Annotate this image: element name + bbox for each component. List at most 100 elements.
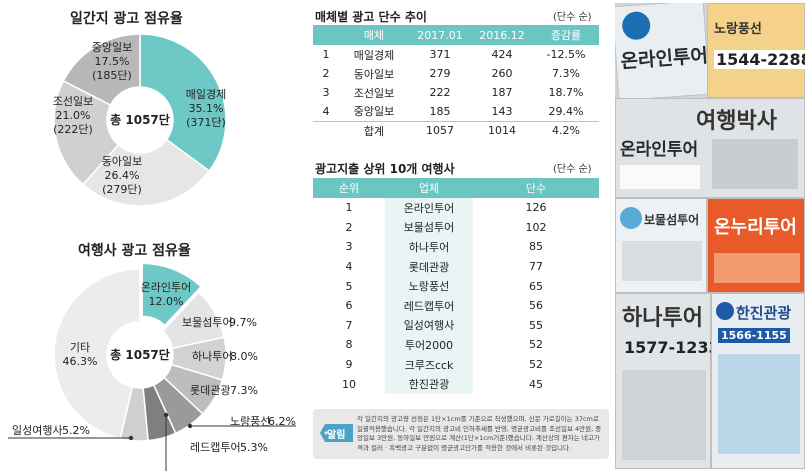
donut2-label-name: 하나투어 (192, 349, 232, 363)
clipping: 한진관광 1566-1155 (711, 293, 805, 469)
donut1-center-label: 총 1057단 (110, 112, 170, 127)
cell: 9 (345, 358, 353, 372)
cell: 7.3% (552, 67, 580, 80)
donut2-label-name: 롯데관광 (190, 384, 230, 397)
cell: 4 (322, 104, 330, 118)
donut2-label-name: 일성여행사 (12, 423, 63, 437)
cell: 2 (322, 67, 330, 80)
clip-text: 노랑풍선 (714, 22, 762, 37)
agency-name-cell: 레드캡투어 (385, 295, 473, 316)
donut2-hole (107, 322, 173, 388)
cell: 260 (491, 67, 513, 80)
cell: 279 (429, 67, 451, 80)
donut1-label-name: 조선일보 (53, 94, 93, 108)
cell: 185 (429, 104, 451, 118)
table-row: 3 하나투어 85 (313, 237, 599, 257)
clip-text: 1577-1233 (624, 338, 720, 357)
donut1-label-name: 매일경제 (186, 87, 226, 101)
table-row: 4 중앙일보 185 143 29.4% (313, 102, 599, 121)
table-row: 4 롯데관광 77 (313, 256, 599, 277)
clipping: 온라인투어 (615, 3, 711, 102)
col-header: 업체 (385, 178, 473, 198)
cell: 85 (529, 240, 543, 254)
cell: 45 (529, 377, 543, 391)
clip-text: 온라인투어 (620, 140, 699, 160)
table2-unit: (단수 순) (553, 164, 592, 175)
agency-name-cell: 투어2000 (385, 335, 473, 355)
donut1-label-count: (222단) (53, 123, 93, 136)
table-row: 9 크루즈cck 52 (313, 354, 599, 375)
donut1-chart: 총 1057단 매일경제 35.1% (371단) 동아일보 26.4% (27… (53, 33, 227, 207)
tag-icon (320, 424, 353, 442)
table1-unit: (단수 순) (553, 12, 592, 23)
cell: 102 (525, 220, 547, 234)
cell: 56 (529, 299, 543, 313)
clip-text: 한진관광 (736, 304, 792, 322)
clip-text: 1544-2288 (714, 50, 805, 69)
donut2-label-name: 온라인투어 (141, 281, 192, 294)
cell: 3 (322, 86, 330, 99)
table-row: 1 온라인투어 126 (313, 198, 599, 218)
cell: 8 (345, 338, 353, 352)
agency-name-cell: 롯데관광 (385, 256, 473, 277)
agency-name-cell: 일성여행사 (385, 315, 473, 336)
clip-text: 하나투어 (622, 306, 703, 331)
donut1-title: 일간지 광고 점유율 (70, 11, 183, 27)
leader-dot (187, 423, 193, 429)
top-agencies-table: 순위 업체 단수 1 온라인투어 126 2 보물섬투어 102 3 하나투어 85 4 롯데관광 7… (313, 178, 599, 394)
donut2-title: 여행사 광고 점유율 (78, 243, 191, 259)
cell: 7 (345, 318, 353, 332)
note-box: 알림 각 일간지의 광고량 선정은 1단×1cm를 기준으로 작성했으며, 신문… (313, 409, 609, 459)
clip-block (718, 354, 800, 454)
clipping: 온누리투어 (707, 198, 805, 293)
table-row: 5 노랑풍선 65 (313, 276, 599, 296)
col-header: 2017.01 (409, 25, 471, 45)
col-header: 단수 (473, 178, 599, 198)
donut1-label-pct: 17.5% (95, 55, 130, 68)
clip-block (712, 139, 798, 189)
clip-text: 1566-1155 (718, 328, 790, 343)
leader-dot (128, 435, 134, 441)
agency-name-cell: 한진관광 (385, 374, 473, 394)
note-tag-label: 알림 (327, 430, 346, 441)
donut2-label-name: 보물섬투어 (182, 316, 233, 329)
donut2-label-pct: 6.2% (268, 415, 296, 428)
clip-block (622, 241, 702, 281)
cell: 3 (345, 240, 353, 254)
donut1-label-count: (185단) (92, 69, 132, 82)
col-header (313, 25, 339, 45)
logo-icon (716, 302, 734, 320)
cell: 52 (529, 358, 543, 372)
donut2-label-pct: 8.0% (230, 350, 258, 363)
table-row: 10 한진관광 45 (313, 374, 599, 394)
plane-logo-icon (621, 10, 652, 41)
cell: 143 (491, 104, 513, 118)
donut2-label-name: 기타 (70, 341, 90, 354)
logo-icon (620, 207, 642, 229)
table-header-row: 순위 업체 단수 (313, 178, 599, 198)
donut2-label-pct: 7.3% (230, 384, 258, 397)
cell: 222 (429, 86, 451, 99)
clip-text: 여행박사 (696, 109, 777, 134)
clip-block (622, 370, 706, 460)
table-total-row: 합계 1057 1014 4.2% (313, 120, 599, 140)
agency-name-cell: 하나투어 (385, 237, 473, 257)
clip-text: 보물섬투어 (644, 213, 700, 227)
table2-title: 광고지출 상위 10개 여행사 (315, 162, 455, 176)
col-header: 증감률 (533, 25, 599, 45)
clip-block (620, 165, 700, 189)
donut-segment (141, 262, 203, 327)
donut1-label-count: (371단) (186, 116, 226, 129)
cell: 371 (429, 48, 451, 61)
clipping: 하나투어 1577-1233 (615, 293, 720, 469)
agency-name-cell: 노랑풍선 (385, 276, 473, 296)
table-row: 2 보물섬투어 102 (313, 217, 599, 238)
cell: -12.5% (546, 48, 586, 61)
cell: 29.4% (548, 104, 584, 118)
table1-title: 매체별 광고 단수 추이 (315, 10, 427, 24)
media-ad-table: 매체 2017.01 2016.12 증감률 1 매일경제 371 424 -1… (313, 25, 599, 140)
cell: 조선일보 (353, 86, 395, 100)
cell: 52 (529, 338, 543, 352)
donut2-label-pct: 12.0% (149, 295, 184, 308)
donut2-center-label: 총 1057단 (110, 347, 170, 362)
